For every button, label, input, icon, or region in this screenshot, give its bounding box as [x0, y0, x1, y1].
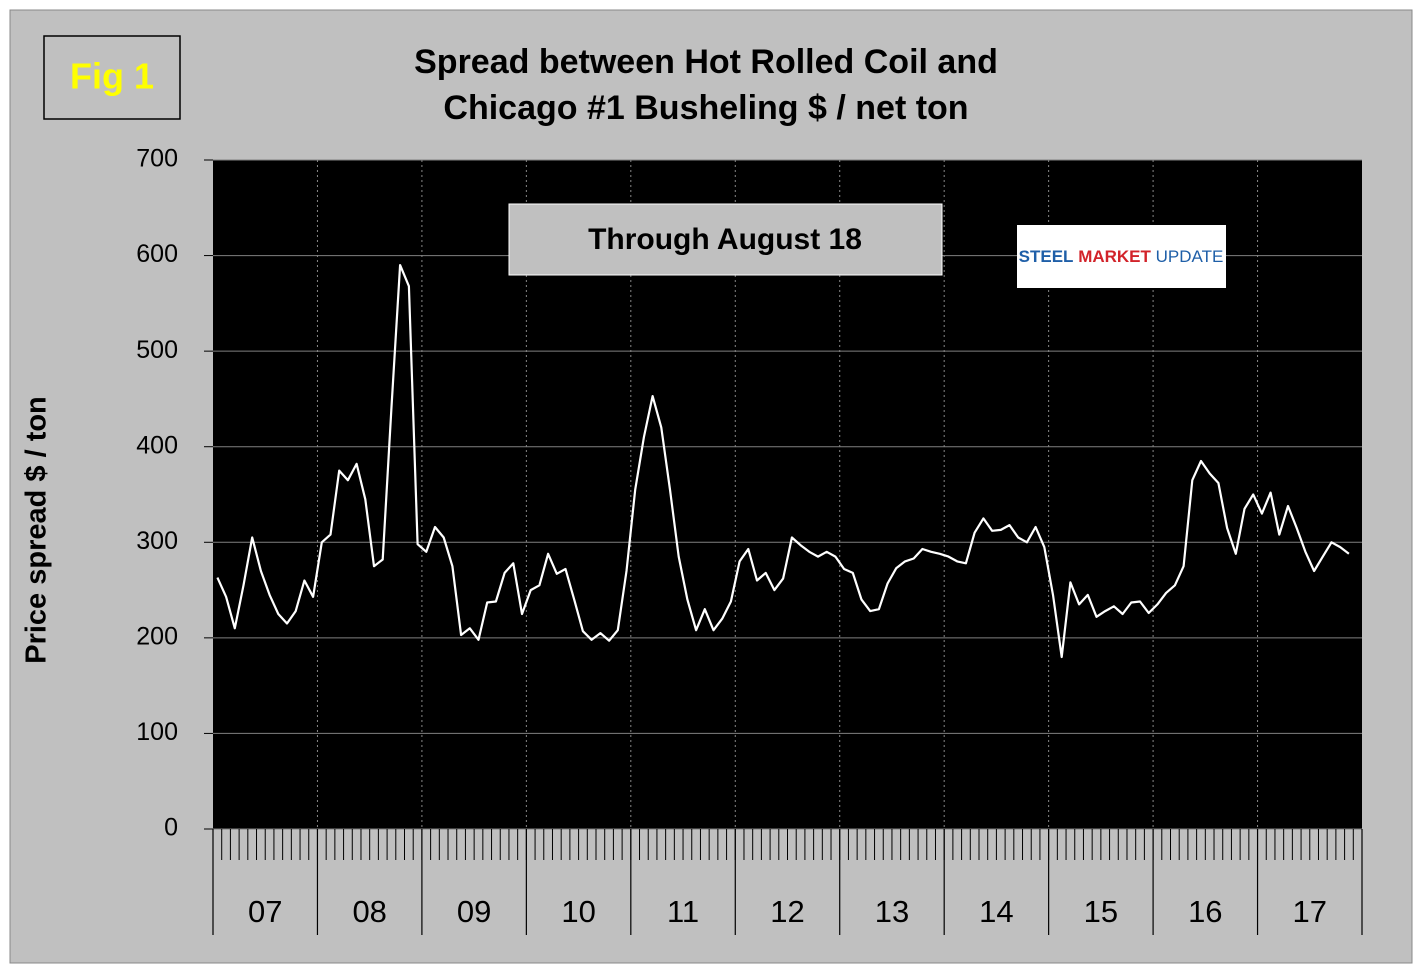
- x-tick-label: 13: [875, 894, 909, 929]
- y-tick-label: 100: [136, 718, 178, 746]
- logo-box: [1017, 225, 1226, 288]
- x-tick-label: 11: [667, 894, 699, 929]
- figure-label-box: [43, 35, 181, 120]
- x-tick-label: 08: [352, 894, 386, 929]
- y-tick-label: 500: [136, 336, 178, 364]
- x-tick-label: 14: [979, 894, 1013, 929]
- annotation: Through August 18: [588, 223, 862, 256]
- y-tick-label: 0: [164, 814, 178, 842]
- x-tick-label: 10: [561, 894, 595, 929]
- annotation-box: [508, 203, 943, 276]
- figure-label: Fig 1: [70, 56, 154, 97]
- x-tick-label: 16: [1188, 894, 1222, 929]
- logo-word: STEEL: [1019, 247, 1074, 266]
- y-tick-label: 300: [136, 527, 178, 555]
- data-line: [216, 264, 1350, 659]
- y-tick-label: 400: [136, 431, 178, 459]
- x-tick-label: 15: [1084, 894, 1118, 929]
- y-axis-label: Price spread $ / ton: [21, 396, 53, 664]
- y-tick-label: 600: [136, 240, 178, 268]
- x-tick-label: 12: [770, 894, 804, 929]
- x-tick-label: 07: [248, 894, 282, 929]
- y-tick-label: 700: [136, 145, 178, 173]
- logo-word: MARKET: [1078, 247, 1151, 266]
- logo: STEEL MARKET UPDATE: [1019, 247, 1224, 266]
- chart-title: Chicago #1 Busheling $ / net ton: [443, 89, 968, 127]
- x-tick-label: 17: [1293, 894, 1327, 929]
- x-tick-label: 09: [457, 894, 491, 929]
- logo-word: UPDATE: [1156, 247, 1224, 266]
- y-tick-label: 200: [136, 622, 178, 650]
- chart-title: Spread between Hot Rolled Coil and: [414, 43, 998, 81]
